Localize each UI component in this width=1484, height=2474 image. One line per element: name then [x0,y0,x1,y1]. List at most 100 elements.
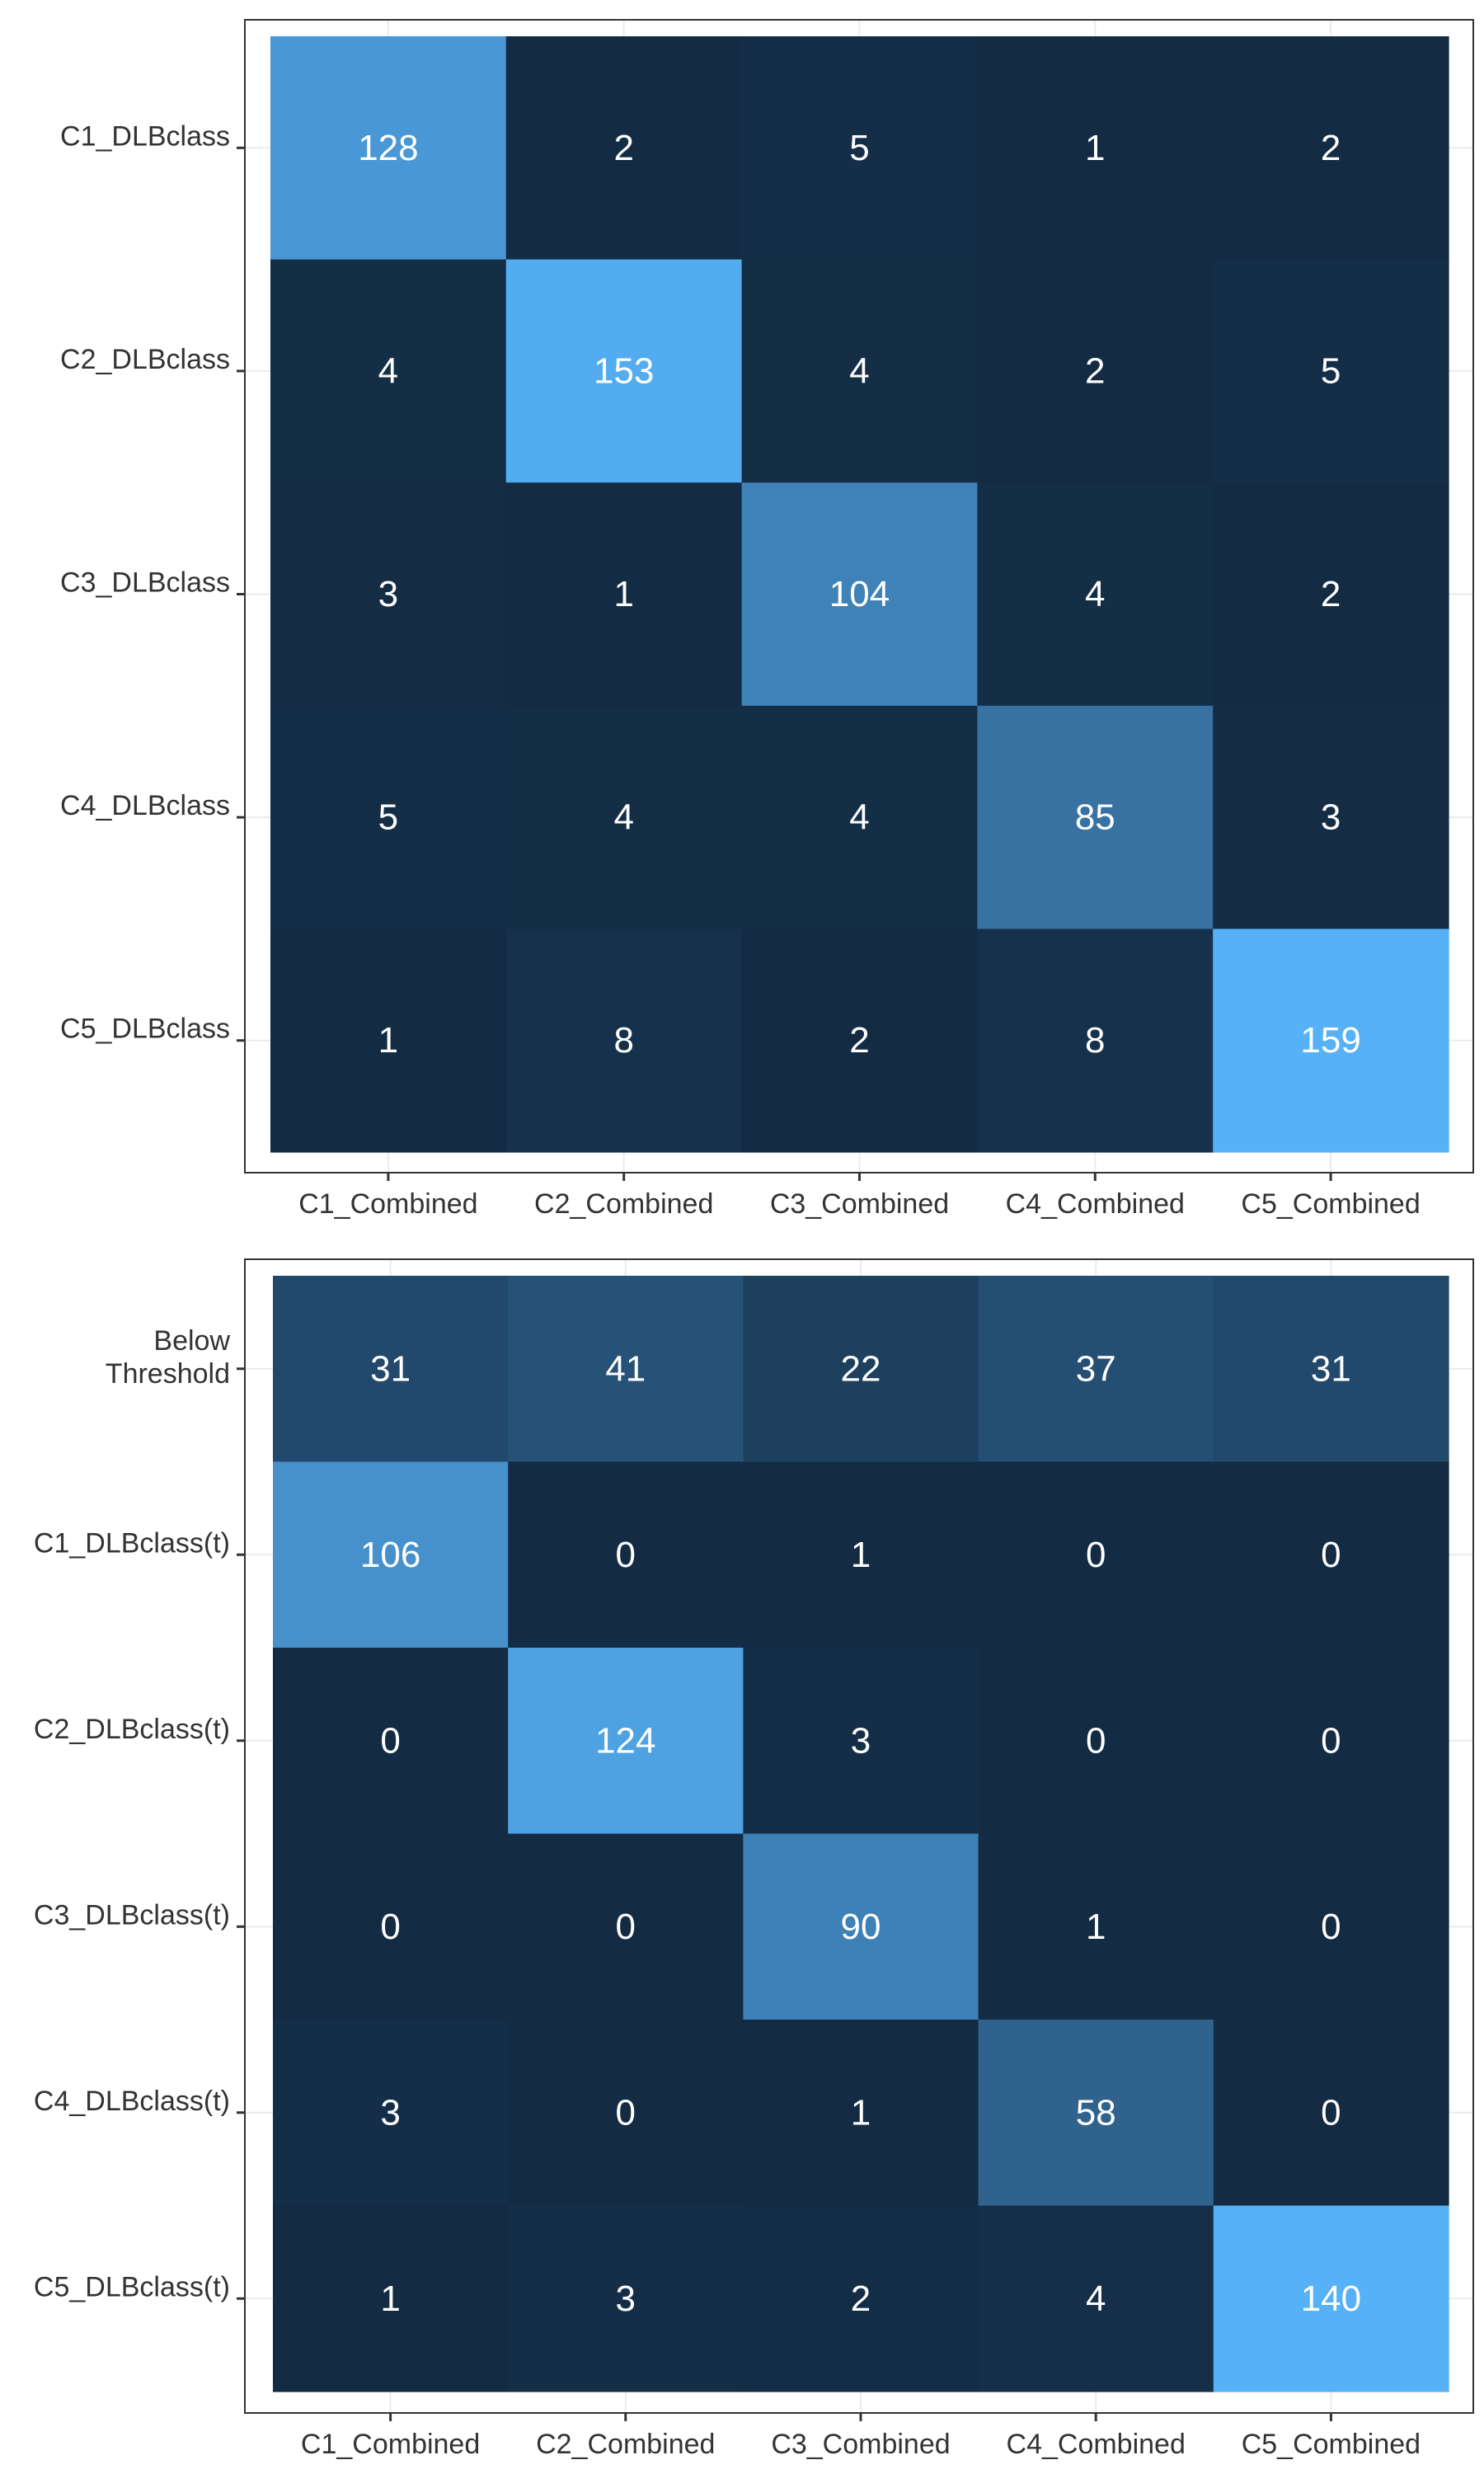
cell-value-label: 140 [1301,2279,1361,2319]
heatmap-cell [977,259,1214,483]
heatmap-cell [1213,2020,1449,2207]
heatmap-cell [977,482,1214,707]
cell-value-label: 31 [370,1348,411,1389]
x-axis-tick-label: C2_Combined [534,1188,713,1220]
heatmap-cell [273,2020,509,2207]
x-axis-tick-label: C3_Combined [770,1188,949,1220]
y-axis-tick-label: C4_DLBclass [60,790,230,821]
cell-value-label: 4 [378,350,398,391]
cell-value-label: 1 [851,1535,871,1575]
cell-value-label: 2 [1321,128,1341,168]
cell-value-label: 3 [1321,797,1341,838]
y-axis-tick-label: C3_DLBclass(t) [34,1899,230,1931]
x-axis-tick-label: C1_Combined [298,1188,477,1220]
heatmap-cell [1213,36,1449,261]
heatmap-cell [505,482,743,707]
heatmap-cell [978,1461,1214,1649]
cell-value-label: 3 [616,2279,636,2319]
cell-value-label: 58 [1076,2092,1116,2133]
cell-value-label: 0 [1321,1535,1341,1575]
heatmap-cell [1213,2205,1449,2392]
cell-value-label: 153 [594,350,654,391]
heatmap-cell [978,1648,1214,1835]
heatmap-cell [270,482,507,707]
heatmap-cell [1213,1276,1449,1463]
cell-value-label: 4 [849,797,869,838]
cell-value-label: 0 [380,1907,400,1947]
panel-border [244,1258,1474,2414]
cell-value-label: 85 [1075,797,1115,838]
cell-value-label: 41 [605,1348,646,1389]
heatmap-cell [741,36,978,261]
x-axis-tick-label: C5_Combined [1242,2429,1421,2460]
cell-value-label: 4 [849,350,869,391]
heatmap-cell [508,2205,744,2392]
cell-value-label: 31 [1311,1348,1351,1389]
cell-value-label: 8 [613,1020,633,1061]
cell-value-label: 4 [1085,574,1105,614]
y-axis-tick-label: C2_DLBclass [60,344,230,375]
y-axis-tick-label: Below [153,1325,230,1357]
cell-value-label: 5 [849,128,869,168]
heatmap-cell [508,1648,744,1835]
heatmap-cell [1213,259,1449,483]
heatmap-cell [273,2205,509,2392]
heatmap-cell [1213,705,1449,929]
cell-value-label: 0 [616,1535,636,1575]
y-axis-tick-label: C5_DLBclass [60,1014,230,1045]
cell-value-label: 0 [616,1907,636,1947]
cell-value-label: 3 [378,574,398,614]
heatmap-cell [508,2020,744,2207]
x-axis-tick-label: C1_Combined [301,2429,480,2460]
heatmap-cell [1213,1648,1449,1835]
heatmap-cell [270,929,507,1153]
heatmap-cell [270,705,507,929]
cell-value-label: 3 [851,1720,871,1761]
heatmap-cell [273,1833,509,2020]
heatmap-cell [1213,482,1449,707]
cell-value-label: 2 [1321,574,1341,614]
x-axis-tick-label: C4_Combined [1006,1188,1185,1220]
heatmap-cell [1213,1461,1449,1649]
cell-value-label: 0 [1321,1720,1341,1761]
y-axis-tick-label: C3_DLBclass [60,567,230,599]
heatmap-cell [743,2205,979,2392]
cell-value-label: 0 [1086,1535,1106,1575]
cell-value-label: 128 [358,128,418,168]
y-axis-tick-label: C2_DLBclass(t) [34,1714,230,1745]
cell-value-label: 0 [1321,1907,1341,1947]
y-axis-tick-label: C1_DLBclass(t) [34,1527,230,1559]
heatmap-cell [270,259,507,483]
heatmap-cell [270,36,507,261]
heatmap-panel-2: 31 41 22 37 31 106 0 1 0 0 0 124 3 0 0 0 0 90 1 0 3 0 1 58 0 1 3 2 4… [34,1258,1474,2460]
heatmap-cell [508,1276,744,1463]
heatmap-cell [978,2020,1214,2207]
heatmap-cell [505,929,743,1153]
heatmap-cell [505,705,743,929]
heatmap-cell [977,36,1214,261]
y-axis-tick-label: C4_DLBclass(t) [34,2086,230,2117]
cell-value-label: 2 [851,2279,871,2319]
y-axis-tick-label: C1_DLBclass [60,120,230,152]
cell-value-label: 106 [360,1535,420,1575]
x-axis-tick-label: C2_Combined [536,2429,715,2460]
cell-value-label: 1 [378,1020,398,1061]
heatmap-cell [743,1461,979,1649]
heatmap-cell [1213,1833,1449,2020]
cell-value-label: 1 [613,574,633,614]
heatmap-cell [741,705,978,929]
heatmap-cell [508,1461,744,1649]
cell-value-label: 3 [380,2092,400,2133]
heatmap-cell [741,259,978,483]
heatmap-cell [743,1833,979,2020]
cell-value-label: 5 [1321,350,1341,391]
heatmap-cell [1213,929,1449,1153]
heatmap-cell [505,36,743,261]
cell-value-label: 2 [849,1020,869,1061]
cell-value-label: 22 [841,1348,881,1389]
heatmap-cell [741,482,978,707]
heatmap-cell [978,1276,1214,1463]
cell-value-label: 5 [378,797,398,838]
cell-value-label: 159 [1300,1020,1360,1061]
